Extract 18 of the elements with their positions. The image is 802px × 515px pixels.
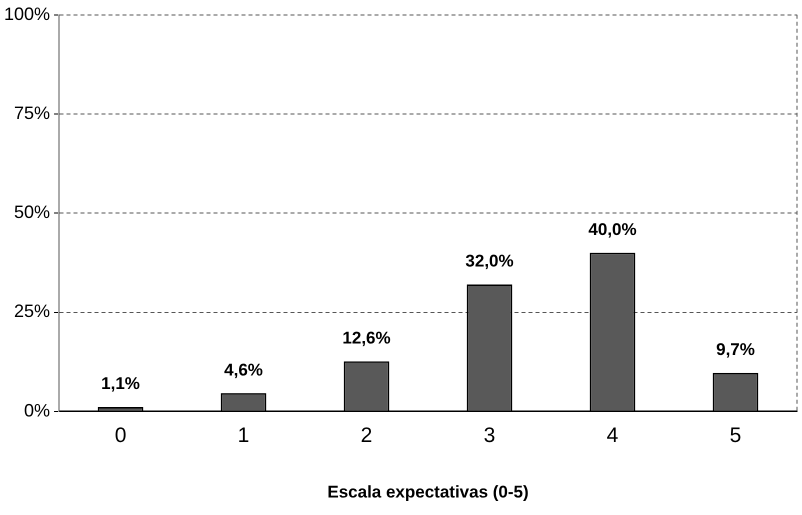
x-tick-label: 0 (114, 424, 126, 447)
x-tick-label: 1 (238, 424, 250, 447)
x-tick-label: 5 (730, 424, 742, 447)
y-tick-label: 75% (14, 102, 50, 123)
x-axis-title: Escala expectativas (0-5) (327, 482, 529, 502)
data-label: 9,7% (716, 340, 755, 360)
y-tick-label: 25% (14, 301, 50, 322)
data-label: 12,6% (342, 328, 391, 348)
x-tick-label: 3 (484, 424, 496, 447)
data-label: 4,6% (224, 360, 263, 380)
x-tick-label: 4 (606, 424, 619, 447)
y-tick-label: 0% (24, 400, 50, 420)
y-tick-label: 100% (4, 4, 50, 24)
y-tick-label: 50% (14, 202, 50, 222)
x-tick-label: 2 (360, 424, 372, 447)
data-label: 40,0% (588, 220, 637, 239)
data-label: 32,0% (465, 252, 514, 271)
data-label: 1,1% (101, 374, 140, 394)
